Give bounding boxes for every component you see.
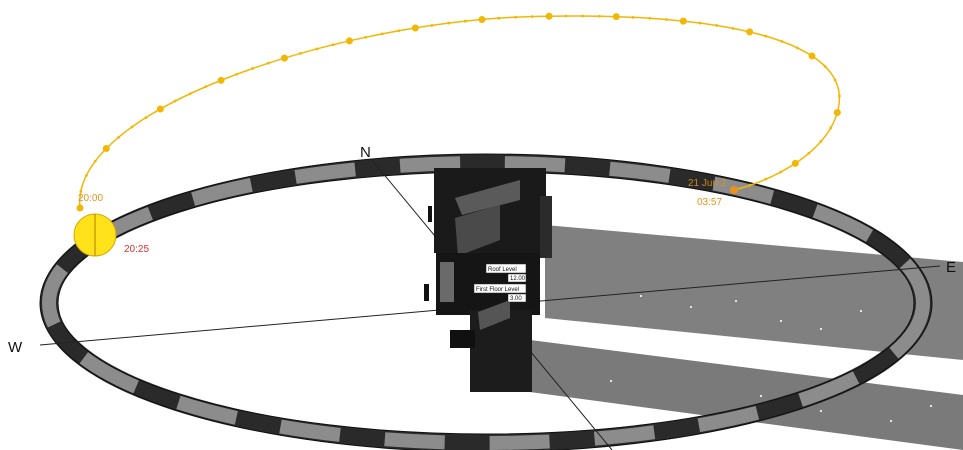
sub-hour-marker	[204, 85, 207, 89]
sub-hour-marker	[631, 15, 635, 19]
sub-hour-marker	[837, 94, 841, 98]
compass-north-label: N	[360, 144, 371, 161]
hour-marker	[679, 17, 687, 25]
sub-hour-marker	[130, 125, 134, 129]
hour-marker	[217, 76, 225, 84]
sub-hour-marker	[251, 67, 254, 70]
sub-hour-marker	[315, 47, 319, 51]
hour-marker	[791, 159, 799, 167]
sub-hour-marker	[93, 159, 97, 163]
sub-hour-marker	[380, 32, 384, 36]
sunrise-time-label: 03:57	[697, 197, 722, 208]
sub-hour-marker	[764, 177, 768, 181]
sub-hour-marker	[780, 39, 784, 43]
building-roof-facet	[455, 180, 520, 215]
hour-marker	[345, 37, 353, 45]
compass-east-label: E	[946, 259, 956, 276]
compass-ring	[39, 153, 933, 450]
building-annex	[450, 330, 475, 348]
hour-marker	[612, 13, 620, 21]
hour-marker	[102, 145, 110, 153]
level-elevation-upper: 12.00	[510, 276, 526, 282]
sub-hour-marker	[430, 24, 434, 27]
hour-marker	[76, 204, 84, 212]
level-name-lower: First Floor Level	[476, 287, 519, 293]
sub-hour-marker	[581, 14, 585, 18]
sub-hour-marker	[447, 21, 450, 25]
sub-hour-marker	[299, 51, 302, 55]
sub-hour-marker	[648, 16, 652, 20]
hour-marker	[746, 28, 754, 36]
sub-hour-marker	[79, 189, 83, 193]
sub-hour-marker	[665, 18, 668, 21]
sub-hour-marker	[364, 35, 368, 39]
sub-hour-marker	[235, 72, 239, 76]
level-name-upper: Roof Level	[488, 267, 517, 273]
sub-hour-marker	[173, 99, 177, 103]
scale-figure-lower	[424, 284, 429, 301]
building-podium-facet	[478, 300, 510, 330]
sub-hour-marker	[823, 65, 827, 68]
hour-marker	[808, 52, 816, 60]
sunrise-date-label: 21 Jun 2	[688, 178, 727, 189]
sub-hour-marker	[463, 19, 467, 23]
sub-hour-marker	[497, 16, 501, 20]
shadow-lower	[530, 340, 963, 450]
building-facade	[455, 205, 500, 256]
hour-marker	[411, 24, 419, 32]
hour-marker	[280, 54, 288, 62]
hour-marker	[833, 109, 841, 117]
sub-hour-marker	[748, 183, 752, 187]
level-elevation-lower: 3.00	[510, 296, 522, 302]
shadow-upper	[545, 225, 963, 360]
sub-hour-marker	[807, 151, 811, 155]
hour-label: 20:00	[78, 193, 103, 204]
hour-marker	[156, 105, 164, 113]
cast-shadows	[530, 225, 963, 450]
sub-hour-marker	[833, 78, 837, 82]
sub-hour-marker	[331, 43, 335, 47]
sub-hour-marker	[514, 15, 517, 19]
sub-hour-marker	[397, 29, 401, 33]
sub-hour-marker	[598, 14, 601, 18]
sunset-time-label: 20:25	[124, 244, 149, 255]
scale-figure-upper	[428, 206, 432, 222]
sub-hour-marker	[779, 170, 783, 174]
sub-hour-marker	[85, 174, 88, 177]
sub-hour-marker	[117, 135, 121, 139]
sub-hour-marker	[795, 46, 799, 50]
sun-icon[interactable]	[73, 213, 117, 257]
sub-hour-marker	[764, 34, 768, 38]
compass-west-label: W	[8, 339, 23, 356]
building-window-strip	[440, 262, 454, 302]
sub-hour-marker	[144, 116, 148, 120]
sub-hour-marker	[731, 26, 735, 30]
sub-hour-marker	[530, 15, 534, 19]
hour-marker	[478, 16, 486, 24]
building-wing	[540, 196, 552, 258]
sub-hour-marker	[715, 24, 719, 27]
sub-hour-marker	[564, 14, 568, 18]
hour-marker	[545, 12, 553, 20]
sub-hour-marker	[698, 21, 702, 25]
sub-hour-marker	[188, 92, 192, 96]
sub-hour-marker	[819, 140, 823, 143]
level-tags: Roof Level 12.00 First Floor Level 3.00	[473, 263, 527, 303]
sunrise-marker[interactable]: 21 Jun 2	[688, 178, 738, 194]
sub-hour-marker	[267, 61, 270, 65]
sub-hour-marker	[829, 126, 833, 130]
